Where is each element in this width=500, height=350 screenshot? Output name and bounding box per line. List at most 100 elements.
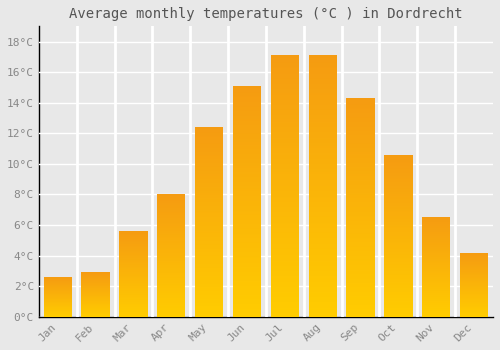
Bar xyxy=(270,148,299,149)
Bar xyxy=(157,306,186,307)
Bar xyxy=(233,156,261,158)
Bar xyxy=(195,147,224,148)
Bar xyxy=(422,222,450,223)
Bar xyxy=(157,275,186,276)
Bar xyxy=(422,243,450,244)
Bar xyxy=(346,227,375,228)
Bar xyxy=(270,117,299,118)
Bar xyxy=(308,62,337,63)
Bar xyxy=(308,214,337,215)
Bar xyxy=(308,290,337,292)
Bar xyxy=(233,129,261,130)
Bar xyxy=(233,221,261,222)
Bar xyxy=(346,189,375,190)
Bar xyxy=(233,146,261,147)
Bar xyxy=(308,288,337,289)
Bar xyxy=(270,159,299,160)
Bar xyxy=(346,167,375,168)
Bar xyxy=(384,275,412,276)
Bar xyxy=(422,272,450,273)
Bar xyxy=(346,147,375,148)
Bar xyxy=(195,294,224,295)
Bar xyxy=(384,172,412,173)
Bar xyxy=(346,138,375,139)
Bar xyxy=(195,255,224,256)
Bar xyxy=(346,195,375,197)
Bar xyxy=(195,235,224,236)
Bar xyxy=(308,89,337,91)
Bar xyxy=(195,259,224,260)
Bar xyxy=(195,190,224,191)
Bar xyxy=(270,140,299,142)
Bar xyxy=(195,154,224,155)
Bar xyxy=(233,92,261,93)
Bar xyxy=(195,149,224,150)
Bar xyxy=(346,232,375,233)
Bar xyxy=(157,308,186,309)
Bar xyxy=(308,265,337,266)
Bar xyxy=(157,273,186,274)
Bar xyxy=(270,177,299,178)
Bar xyxy=(195,286,224,287)
Bar xyxy=(157,316,186,317)
Bar xyxy=(233,175,261,176)
Bar xyxy=(346,254,375,256)
Bar xyxy=(308,242,337,244)
Bar xyxy=(270,127,299,128)
Bar xyxy=(233,193,261,195)
Bar xyxy=(384,191,412,192)
Bar xyxy=(384,218,412,219)
Bar xyxy=(346,184,375,186)
Bar xyxy=(422,289,450,290)
Bar xyxy=(119,293,148,294)
Bar xyxy=(346,143,375,144)
Bar xyxy=(195,275,224,276)
Bar xyxy=(195,292,224,293)
Bar xyxy=(233,245,261,246)
Bar xyxy=(384,273,412,274)
Bar xyxy=(195,141,224,142)
Bar xyxy=(233,118,261,119)
Bar xyxy=(195,234,224,235)
Bar xyxy=(270,308,299,309)
Bar xyxy=(157,281,186,282)
Bar xyxy=(308,106,337,108)
Bar xyxy=(195,273,224,274)
Bar xyxy=(384,221,412,222)
Bar xyxy=(157,293,186,294)
Bar xyxy=(119,304,148,305)
Bar xyxy=(308,109,337,110)
Bar xyxy=(346,272,375,273)
Bar xyxy=(384,210,412,211)
Bar xyxy=(157,234,186,235)
Bar xyxy=(233,261,261,262)
Bar xyxy=(270,190,299,191)
Bar xyxy=(119,303,148,304)
Bar xyxy=(195,196,224,197)
Bar xyxy=(157,272,186,273)
Bar xyxy=(157,246,186,247)
Bar xyxy=(308,165,337,167)
Bar xyxy=(346,249,375,250)
Bar xyxy=(157,218,186,219)
Bar xyxy=(270,126,299,127)
Bar xyxy=(157,314,186,315)
Bar xyxy=(308,237,337,238)
Bar xyxy=(308,198,337,199)
Bar xyxy=(422,228,450,229)
Bar xyxy=(308,226,337,228)
Bar xyxy=(384,183,412,184)
Bar xyxy=(119,261,148,262)
Bar xyxy=(384,309,412,310)
Bar xyxy=(119,282,148,283)
Bar xyxy=(195,231,224,232)
Bar xyxy=(157,269,186,270)
Bar xyxy=(422,265,450,266)
Bar xyxy=(384,308,412,309)
Bar xyxy=(195,160,224,161)
Bar xyxy=(195,262,224,263)
Bar xyxy=(384,283,412,284)
Bar xyxy=(308,185,337,186)
Bar xyxy=(233,275,261,276)
Bar xyxy=(195,174,224,175)
